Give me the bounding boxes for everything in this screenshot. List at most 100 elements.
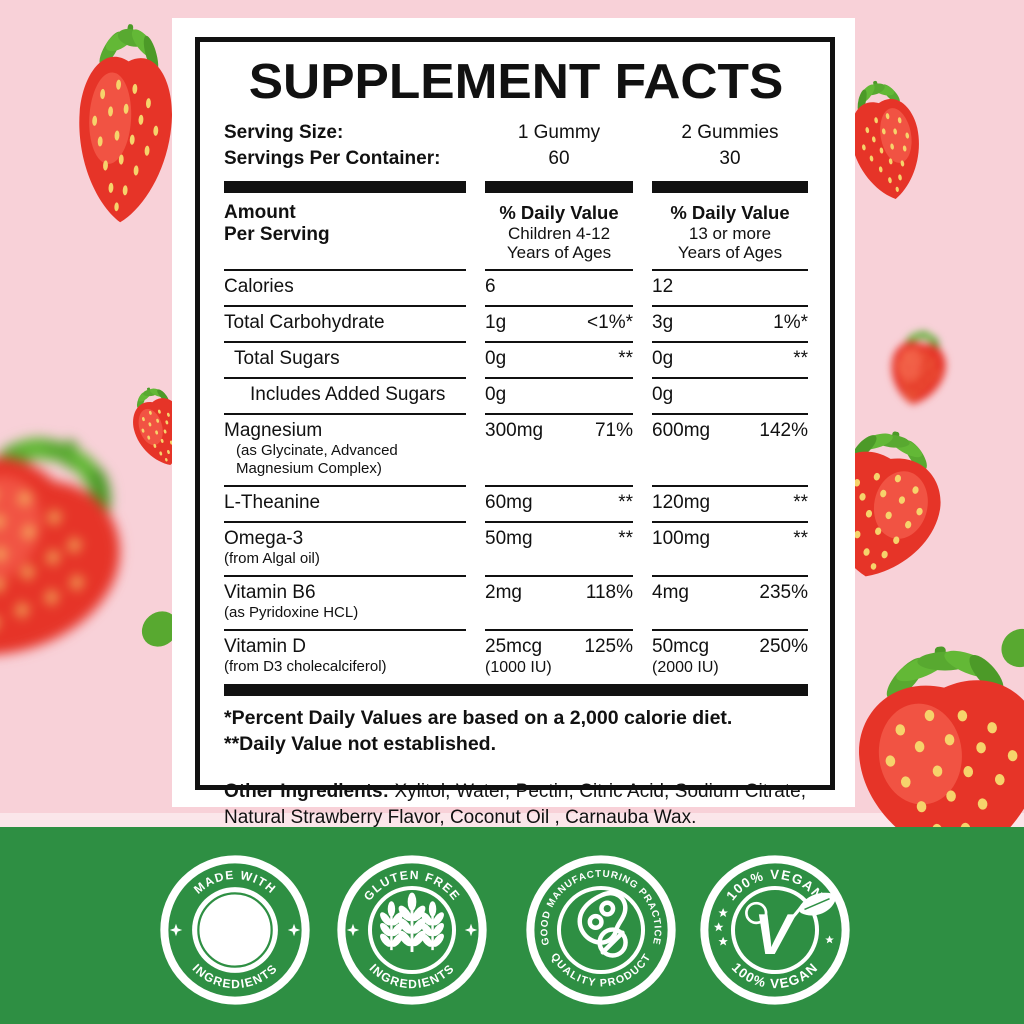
strawberry-image-blurred	[885, 325, 952, 410]
amount-value: 3g	[652, 312, 674, 333]
daily-value-header-teens: % Daily Value 13 or more Years of Ages	[652, 198, 808, 271]
daily-value: 71%	[594, 420, 633, 441]
amount-value: 0g	[652, 384, 674, 405]
row-total-carbohydrate: Total Carbohydrate 1g <1%* 3g 1%*	[224, 307, 808, 343]
amount-value: 600mg	[652, 420, 711, 441]
pink-band	[0, 813, 1024, 827]
nutrient-name: Calories	[224, 276, 294, 297]
star-icon	[464, 923, 478, 937]
amount-note: (1000 IU)	[485, 659, 552, 676]
daily-value: **	[618, 492, 633, 513]
non-gmo-line1: NON	[211, 907, 259, 931]
amount-per-serving-header: Amount Per Serving	[224, 198, 466, 271]
footnote-daily-values: *Percent Daily Values are based on a 2,0…	[224, 707, 733, 729]
badge-strip: NON GMO MADE WITH INGREDIENTS	[0, 827, 1024, 1024]
daily-value: 118%	[585, 582, 633, 603]
badge-vegan: V 100% VEGAN 100% VEGAN	[700, 855, 850, 1005]
amount-value: 0g	[652, 348, 674, 369]
serving-size-label: Serving Size:	[224, 122, 344, 143]
amount-value: 60mg	[485, 492, 533, 513]
daily-value: **	[618, 528, 633, 549]
other-ingredients: Other Ingredients: Xylitol, Water, Pecti…	[224, 779, 806, 831]
footer-divider-bar	[224, 684, 808, 696]
servings-per-container-col2: 30	[719, 148, 741, 169]
wheat-icon	[380, 892, 444, 953]
row-calories: Calories 6 12	[224, 271, 808, 307]
amount-value: 6	[485, 276, 496, 297]
amount-value: 300mg	[485, 420, 544, 441]
panel-title: SUPPLEMENT FACTS	[248, 55, 784, 109]
daily-value: **	[618, 348, 633, 369]
other-ingredients-label: Other Ingredients:	[224, 781, 389, 802]
daily-value: 1%*	[773, 312, 808, 333]
amount-value: 0g	[485, 348, 507, 369]
amount-value: 2mg	[485, 582, 522, 603]
serving-size-col2: 2 Gummies	[681, 122, 779, 143]
nutrient-note: (from D3 cholecalciferol)	[224, 658, 387, 675]
non-gmo-center-disc	[192, 887, 278, 973]
star-icon	[169, 923, 183, 937]
nutrient-name: Total Carbohydrate	[224, 312, 385, 333]
amount-note: (2000 IU)	[652, 659, 719, 676]
nutrient-name: Vitamin B6	[224, 582, 316, 603]
daily-value: **	[793, 348, 808, 369]
badge-gluten-free: GLUTEN FREE INGREDIENTS	[337, 855, 487, 1005]
daily-value-header-children: % Daily Value Children 4-12 Years of Age…	[485, 198, 633, 271]
amount-value: 0g	[485, 384, 507, 405]
amount-value: 50mcg	[652, 636, 710, 657]
daily-value: **	[793, 492, 808, 513]
header-divider-bars	[224, 181, 808, 193]
nutrient-note: (as Pyridoxine HCL)	[224, 604, 359, 621]
amount-value: 4mg	[652, 582, 689, 603]
nutrient-name: Includes Added Sugars	[250, 384, 446, 405]
daily-value: 235%	[759, 582, 808, 603]
nutrient-note: (from Algal oil)	[224, 550, 320, 567]
row-vitamin-d: Vitamin D (from D3 cholecalciferol) 25mcg…	[224, 631, 808, 684]
badge-gmp: GOOD MANUFACTURING PRACTICE QUALITY PROD…	[526, 855, 676, 1005]
daily-value: 250%	[759, 636, 808, 657]
other-ingredients-text: Xylitol, Water, Pectin, Citric Acid, Sod…	[224, 781, 806, 828]
row-l-theanine: L-Theanine 60mg ** 120mg **	[224, 487, 808, 523]
row-omega-3: Omega-3 (from Algal oil) 50mg ** 100mg **	[224, 523, 808, 577]
row-added-sugars: Includes Added Sugars 0g 0g	[224, 379, 808, 415]
nutrient-name: Magnesium	[224, 420, 323, 441]
nutrient-name: Vitamin D	[224, 636, 307, 657]
footnote-not-established: **Daily Value not established.	[224, 733, 497, 755]
stars-icon	[713, 908, 834, 946]
non-gmo-line2: GMO	[209, 929, 260, 953]
amount-value: 25mcg	[485, 636, 543, 657]
supplement-facts-panel: SUPPLEMENT FACTS Serving Size: 1 Gummy 2…	[172, 18, 855, 828]
row-total-sugars: Total Sugars 0g ** 0g **	[224, 343, 808, 379]
nutrient-name: Total Sugars	[234, 348, 340, 369]
amount-value: 50mg	[485, 528, 533, 549]
pills-icon	[577, 890, 628, 958]
amount-value: 100mg	[652, 528, 711, 549]
star-icon	[346, 923, 360, 937]
daily-value: 142%	[759, 420, 808, 441]
star-icon	[287, 923, 301, 937]
serving-size-row: Serving Size: 1 Gummy 2 Gummies	[224, 120, 808, 146]
servings-per-container-col1: 60	[548, 148, 570, 169]
serving-size-col1: 1 Gummy	[517, 122, 601, 143]
amount-value: 1g	[485, 312, 507, 333]
amount-value: 120mg	[652, 492, 711, 513]
strawberry-image	[73, 21, 177, 225]
vegan-v-leaf-icon: V	[745, 892, 837, 967]
row-vitamin-b6: Vitamin B6 (as Pyridoxine HCL) 2mg 118% 4m…	[224, 577, 808, 631]
daily-value: **	[793, 528, 808, 549]
row-magnesium: Magnesium (as Glycinate, Advanced Magnesi…	[224, 415, 808, 487]
amount-value: 12	[652, 276, 674, 297]
badge-non-gmo: NON GMO MADE WITH INGREDIENTS	[160, 855, 310, 1005]
daily-value: <1%*	[587, 312, 633, 333]
column-header-row: Amount Per Serving % Daily Value Childre…	[224, 198, 808, 271]
nutrient-note: (as Glycinate, Advanced Magnesium Comple…	[236, 442, 398, 477]
daily-value: 125%	[584, 636, 633, 657]
badge-bottom-text: INGREDIENTS	[367, 961, 456, 991]
servings-per-container-label: Servings Per Container:	[224, 148, 441, 169]
svg-text:V: V	[754, 903, 797, 967]
svg-text:INGREDIENTS: INGREDIENTS	[367, 961, 458, 991]
nutrient-name: Omega-3	[224, 528, 304, 549]
panel-frame: SUPPLEMENT FACTS Serving Size: 1 Gummy 2…	[195, 37, 835, 828]
servings-per-container-row: Servings Per Container: 60 30	[224, 146, 808, 172]
